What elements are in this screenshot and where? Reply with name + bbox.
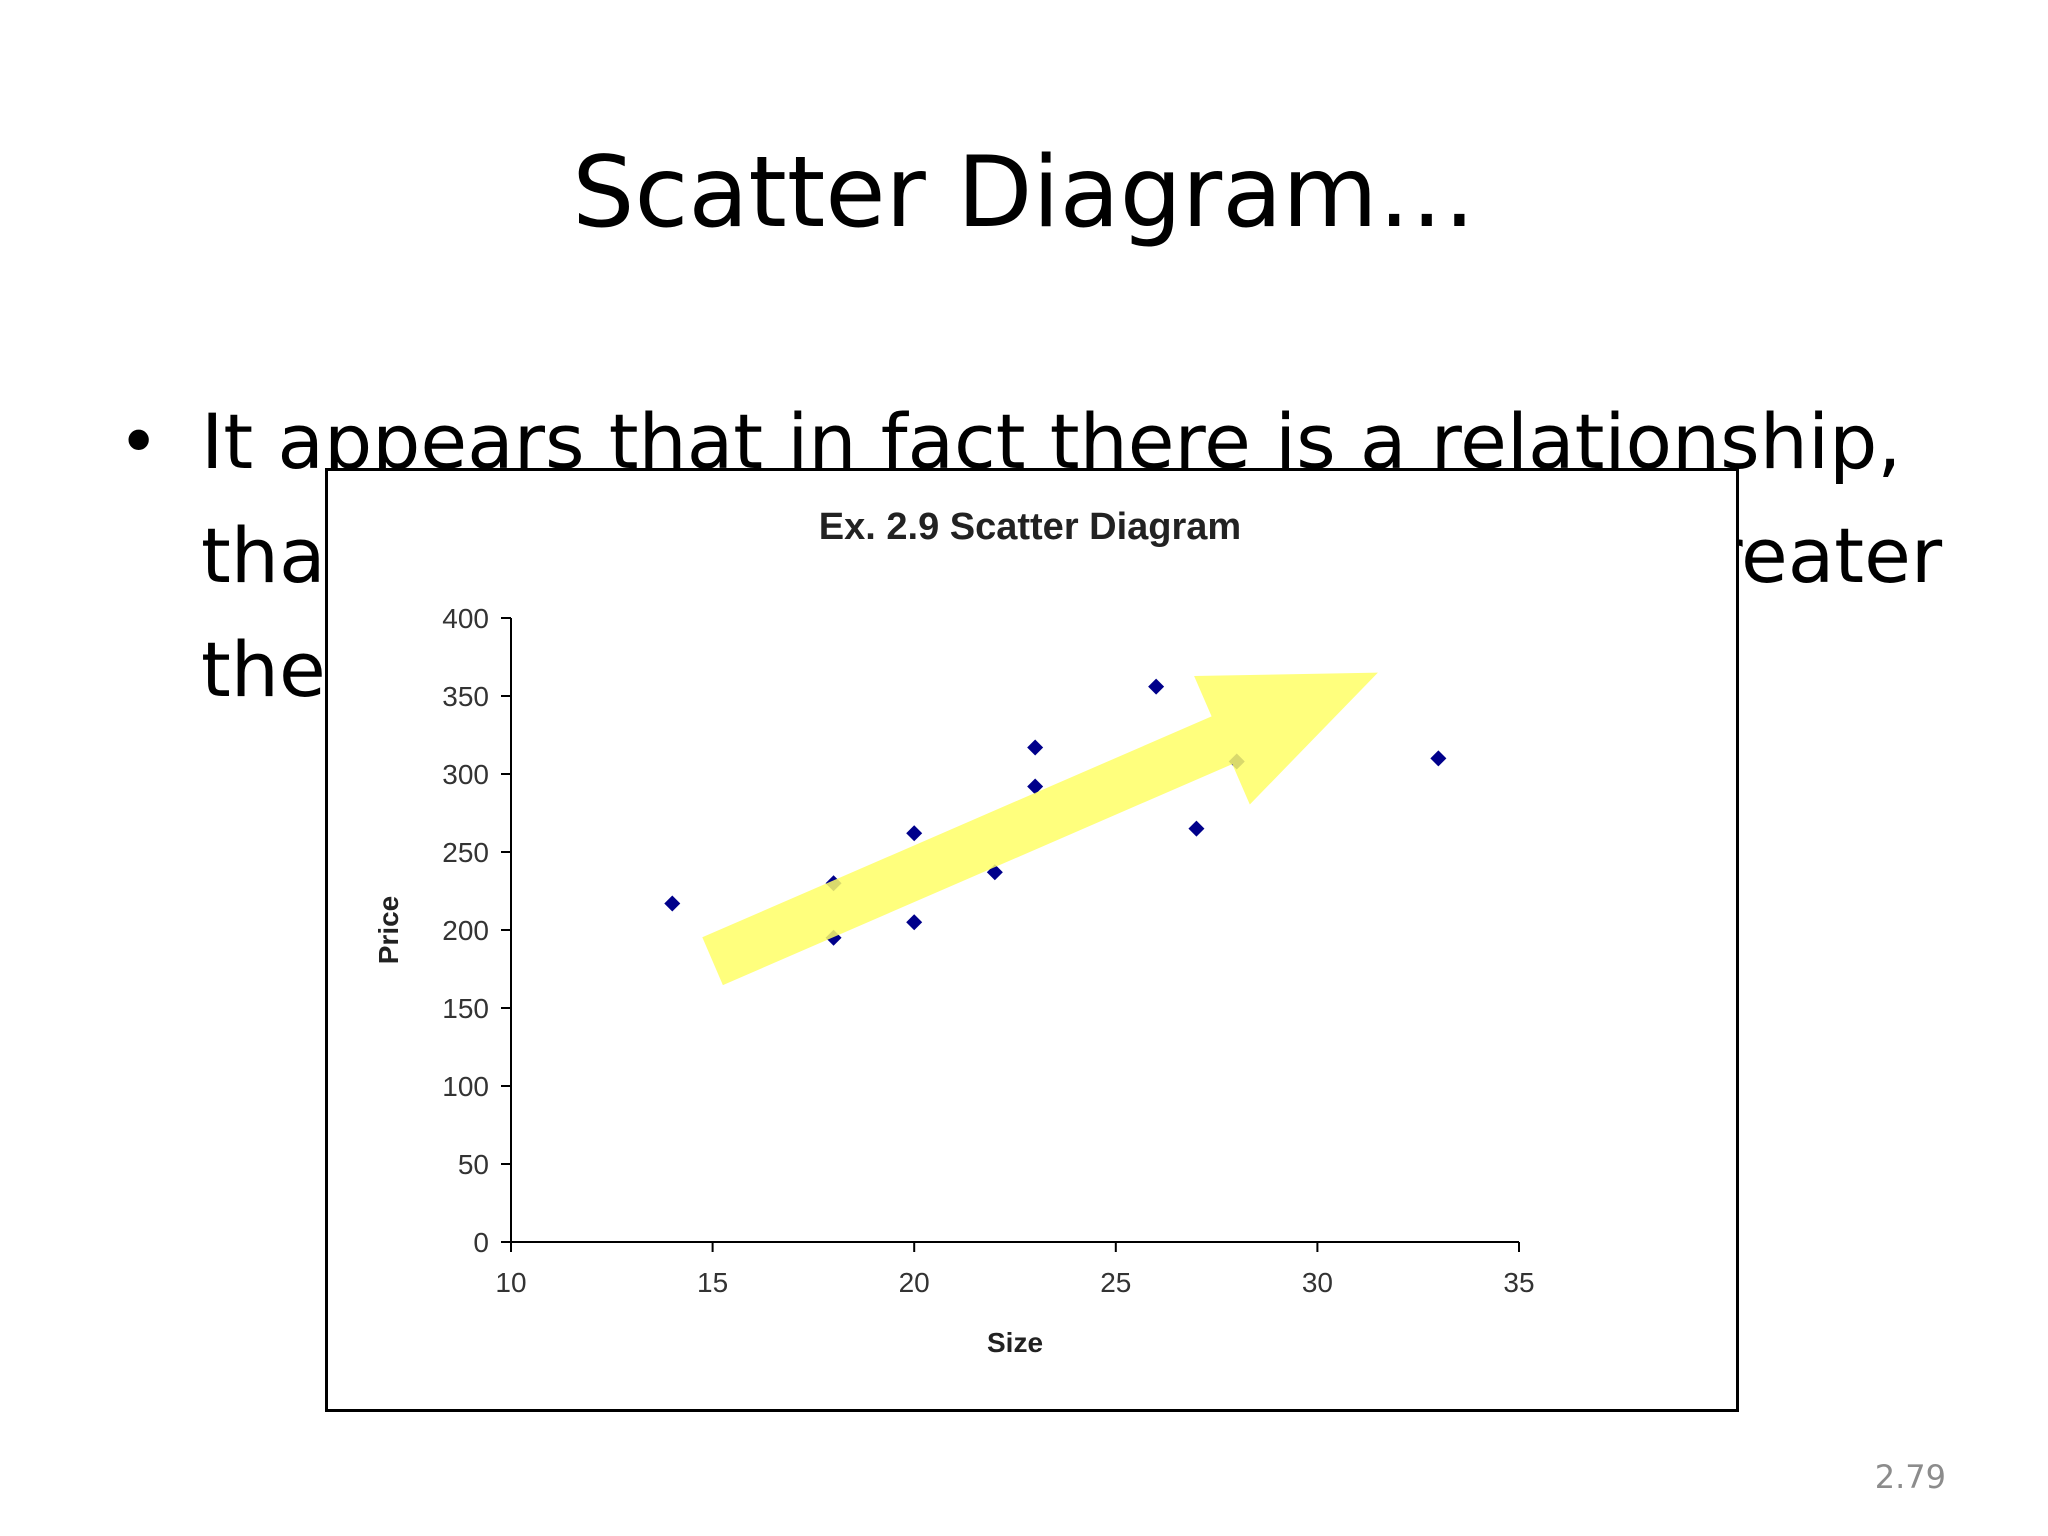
y-axis-label: Price — [373, 896, 404, 965]
data-point — [1027, 739, 1044, 756]
bullet-marker: • — [118, 401, 160, 483]
chart-background — [328, 471, 1736, 1409]
y-tick-label: 400 — [442, 603, 489, 634]
trend-arrow — [702, 672, 1378, 986]
y-tick-label: 300 — [442, 759, 489, 790]
y-tick-label: 0 — [473, 1227, 489, 1258]
slide-number: 2.79 — [1874, 1458, 1946, 1496]
x-tick-label: 30 — [1302, 1267, 1333, 1298]
data-point — [906, 825, 923, 842]
y-tick-label: 100 — [442, 1071, 489, 1102]
axes: 0 50 100 150 200 250 300 350 400 10 15 20 25 30 35 — [442, 603, 1534, 1298]
y-tick-label: 350 — [442, 681, 489, 712]
x-tick-label: 25 — [1100, 1267, 1131, 1298]
x-tick-label: 10 — [495, 1267, 526, 1298]
x-tick-label: 20 — [899, 1267, 930, 1298]
y-tick-label: 250 — [442, 837, 489, 868]
data-point — [906, 914, 923, 931]
y-tick-label: 150 — [442, 993, 489, 1024]
data-point — [664, 895, 681, 912]
data-point — [1430, 750, 1447, 767]
scatter-chart: Ex. 2.9 Scatter Diagram Price Size 0 50 10… — [328, 471, 1736, 1409]
x-tick-label: 35 — [1503, 1267, 1534, 1298]
chart-title: Ex. 2.9 Scatter Diagram — [819, 506, 1241, 548]
y-tick-label: 50 — [458, 1149, 489, 1180]
x-tick-label: 15 — [697, 1267, 728, 1298]
x-axis-label: Size — [987, 1327, 1043, 1358]
trend-arrow-layer — [702, 672, 1378, 986]
data-point — [1027, 778, 1044, 795]
data-point — [1188, 820, 1205, 837]
chart-frame: Ex. 2.9 Scatter Diagram Price Size 0 50 10… — [325, 468, 1739, 1412]
slide-title: Scatter Diagram… — [572, 136, 1476, 250]
data-point — [1148, 678, 1165, 695]
y-tick-label: 200 — [442, 915, 489, 946]
